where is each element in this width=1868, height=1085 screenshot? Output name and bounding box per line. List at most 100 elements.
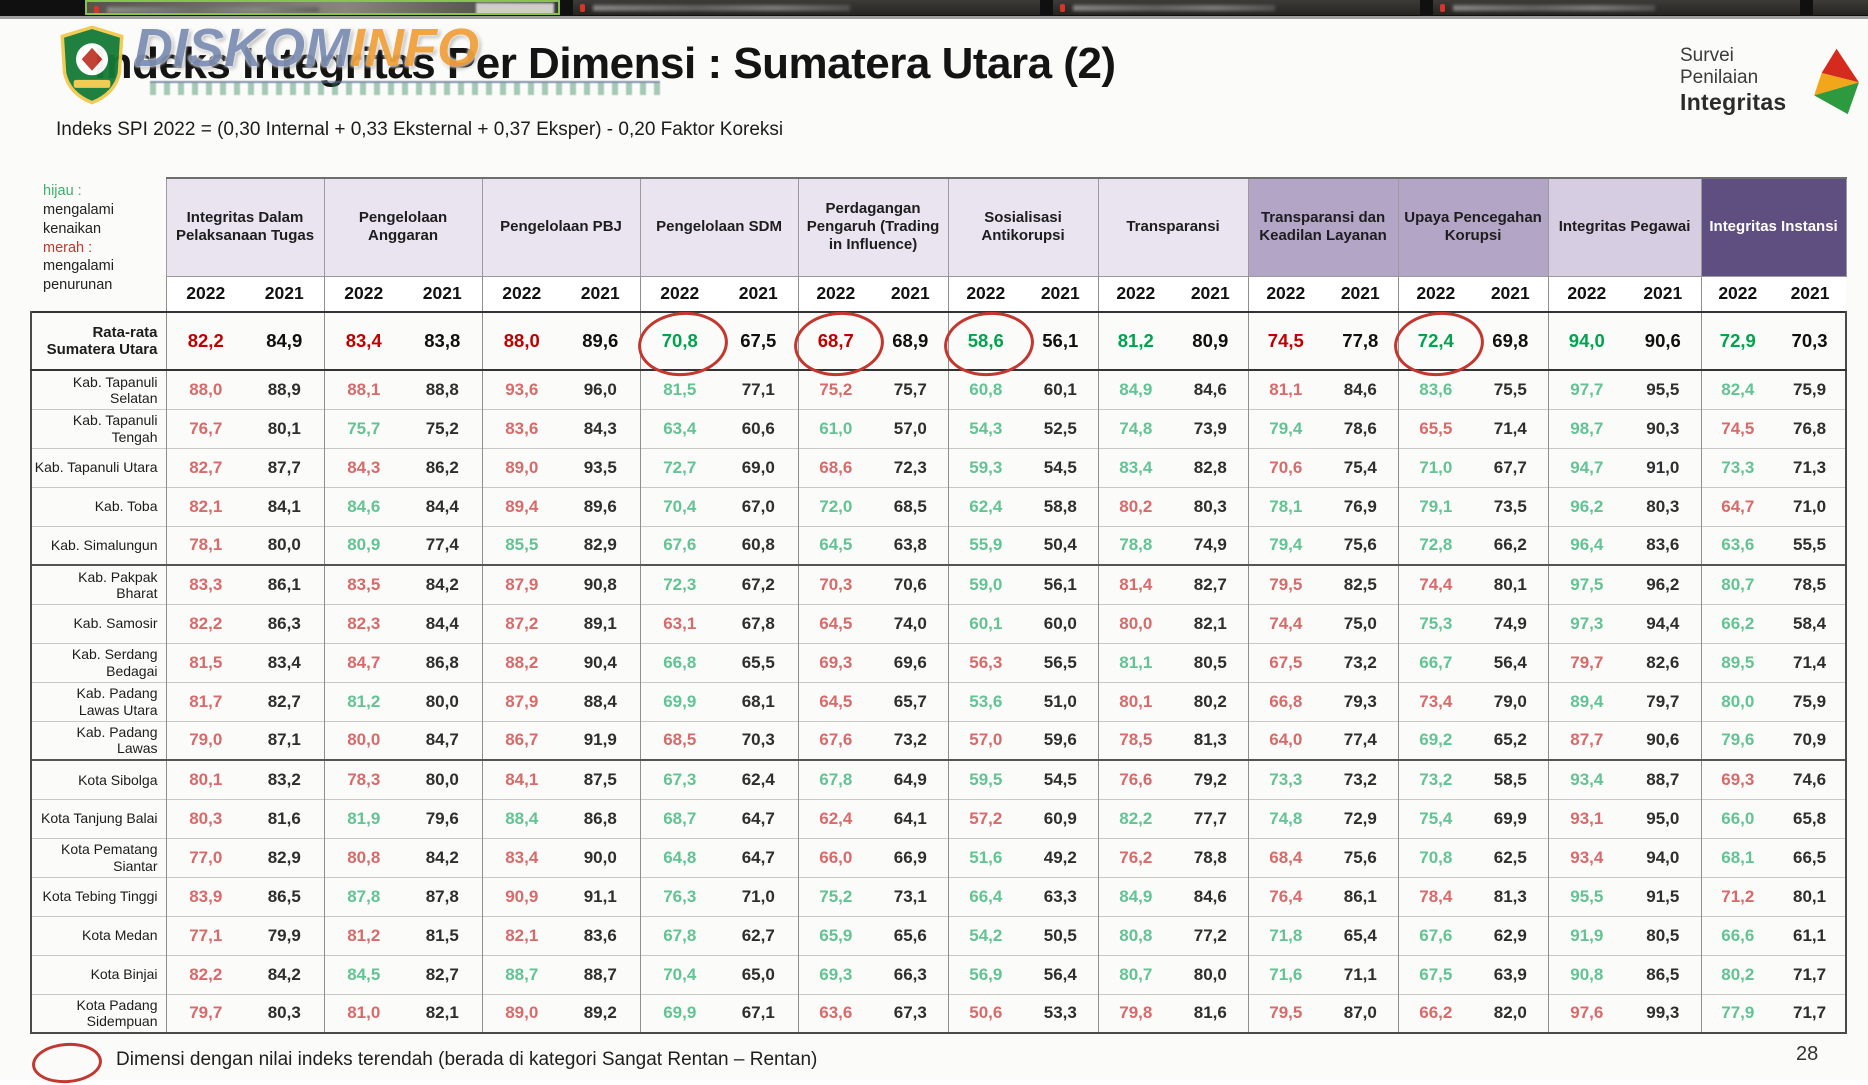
value-cell: 80,3 [165,798,245,838]
value-cell: 58,4 [1774,603,1848,643]
value-cell: 81,5 [403,915,483,955]
value-cell: 71,6 [1247,954,1324,994]
value-cell: 62,5 [1473,837,1549,877]
value-cell: 80,7 [1097,954,1174,994]
value-cell: 81,3 [1473,876,1549,916]
value-cell: 81,2 [323,681,403,721]
value-cell: 78,3 [323,759,403,799]
value-cell: 91,9 [1547,915,1626,955]
value-cell: 74,4 [1397,564,1474,604]
value-cell: 75,9 [1774,681,1848,721]
value-cell: 79,7 [165,993,245,1034]
value-cell: 79,4 [1247,408,1324,448]
value-cell: 77,4 [403,525,483,565]
value-cell: 69,9 [639,681,720,721]
value-cell: 63,9 [1473,954,1549,994]
value-cell: 77,1 [719,369,799,409]
value-cell: 82,2 [1097,798,1174,838]
value-cell: 80,0 [1097,603,1174,643]
value-cell: 73,2 [1323,759,1399,799]
value-cell: 74,8 [1247,798,1324,838]
value-cell: 83,6 [481,408,562,448]
table-row: Kab. Padang Lawas Utara 81,7 82,7 81,2 80,0 8… [30,681,1848,721]
value-cell: 89,5 [1700,642,1775,682]
value-cell: 97,7 [1547,369,1626,409]
column-group-header: Integritas Instansi [1700,177,1847,277]
value-cell: 88,4 [481,798,562,838]
value-cell: 78,5 [1097,720,1174,760]
value-cell: 94,7 [1547,447,1626,487]
video-tile[interactable] [1433,0,1800,15]
value-cell: 60,6 [719,408,799,448]
value-cell: 83,5 [323,564,403,604]
value-cell: 78,4 [1397,876,1474,916]
value-cell: 66,8 [1247,681,1324,721]
value-cell: 64,5 [797,525,874,565]
row-label: Kota Tanjung Balai [30,798,166,838]
formula-subtitle: Indeks SPI 2022 = (0,30 Internal + 0,33 … [56,119,784,140]
value-cell: 76,4 [1247,876,1324,916]
value-cell: 67,5 [1397,954,1474,994]
video-tile[interactable] [1053,0,1420,15]
value-cell: 83,4 [323,311,403,371]
table-row: Kab. Serdang Bedagai 81,5 83,4 84,7 86,8 88,2… [30,642,1848,682]
circled-value-cell: 72,4 [1391,308,1487,380]
value-cell: 65,6 [873,915,949,955]
value-cell: 69,3 [797,954,874,994]
value-cell: 64,7 [719,798,799,838]
value-cell: 94,0 [1625,837,1702,877]
value-cell: 62,4 [719,759,799,799]
year-header: 2022 [165,276,245,313]
column-group-header: Integritas Pegawai [1547,177,1702,277]
video-tile[interactable] [573,0,1040,15]
value-cell: 50,6 [947,993,1024,1034]
value-cell: 58,8 [1023,486,1099,526]
video-tile[interactable] [85,0,560,15]
participant-name-blur [1453,5,1655,11]
column-group-header: Transparansi [1097,177,1249,277]
value-cell: 67,5 [1247,642,1324,682]
value-cell: 99,3 [1625,993,1702,1034]
value-cell: 79,5 [1247,993,1324,1034]
value-cell: 78,1 [1247,486,1324,526]
value-cell: 70,3 [797,564,874,604]
value-cell: 81,4 [1097,564,1174,604]
row-label: Kota Tebing Tinggi [30,876,166,916]
year-header: 2021 [873,276,949,313]
diskominfo-shield-icon [60,25,124,105]
value-cell: 66,2 [1473,525,1549,565]
value-cell: 56,1 [1023,564,1099,604]
value-cell: 80,0 [403,681,483,721]
value-cell: 60,8 [947,369,1024,409]
value-cell: 52,5 [1023,408,1099,448]
value-cell: 69,0 [719,447,799,487]
value-cell: 74,8 [1097,408,1174,448]
value-cell: 74,5 [1700,408,1775,448]
value-cell: 89,6 [561,486,641,526]
value-cell: 84,6 [1173,369,1249,409]
value-cell: 83,4 [245,642,324,682]
value-cell: 94,0 [1547,311,1626,371]
value-cell: 82,2 [165,311,245,371]
value-cell: 80,7 [1700,564,1775,604]
value-cell: 87,7 [245,447,324,487]
year-header: 2022 [1097,276,1174,313]
value-cell: 81,0 [323,993,403,1034]
value-cell: 89,6 [561,311,641,371]
value-cell: 79,0 [1473,681,1549,721]
value-cell: 83,4 [1097,447,1174,487]
row-label: Kota Sibolga [30,759,166,799]
year-header: 2022 [1397,276,1474,313]
value-cell: 75,5 [1473,369,1549,409]
value-cell: 79,6 [403,798,483,838]
column-group-header: Sosialisasi Antikorupsi [947,177,1099,277]
video-tile[interactable] [1813,0,1868,15]
value-cell: 64,0 [1247,720,1324,760]
value-cell: 59,3 [947,447,1024,487]
value-cell: 78,5 [1774,564,1848,604]
year-header: 2021 [1173,276,1249,313]
value-cell: 65,8 [1774,798,1848,838]
value-cell: 81,2 [323,915,403,955]
value-cell: 86,5 [1625,954,1702,994]
